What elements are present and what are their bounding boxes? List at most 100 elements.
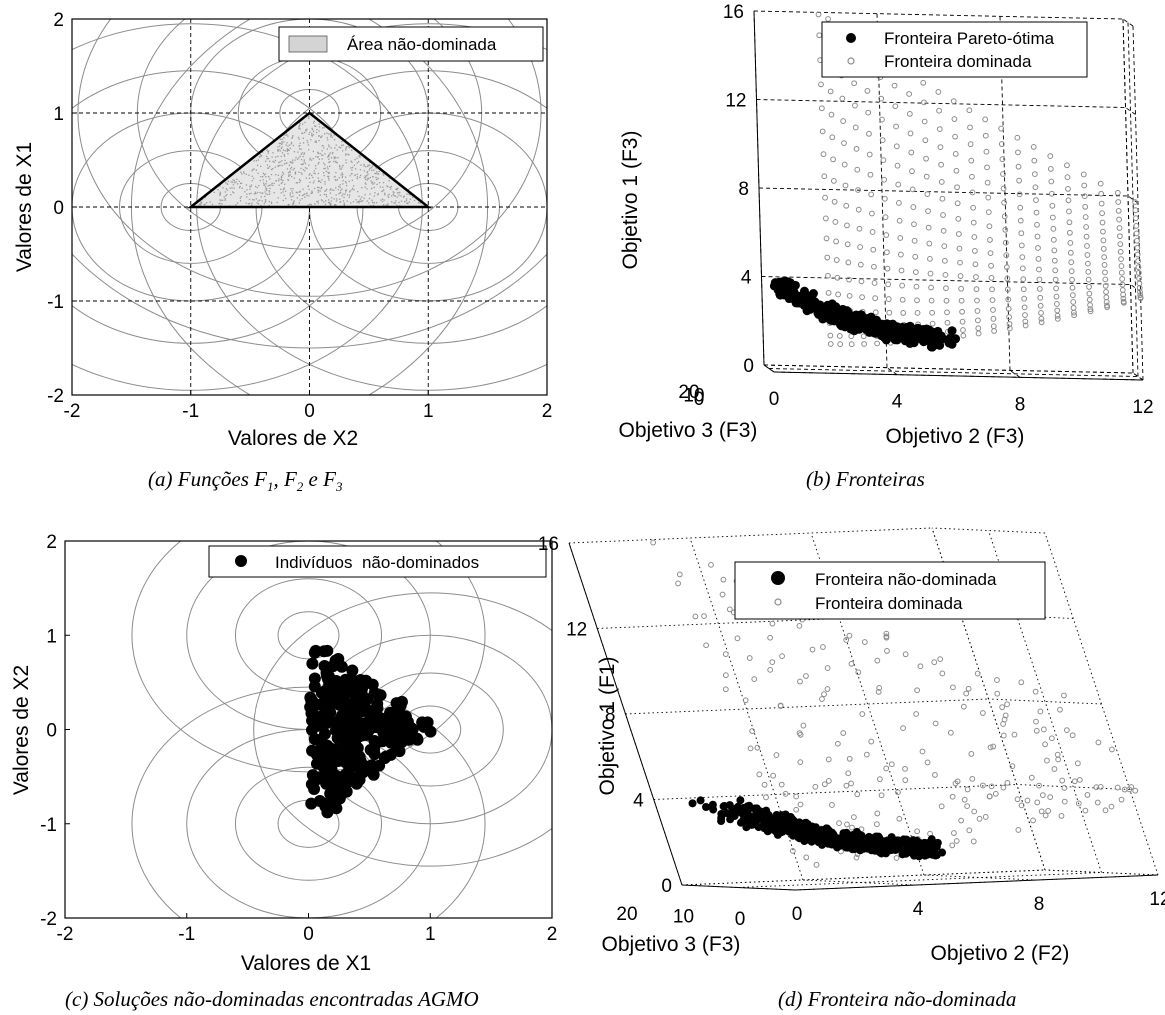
area-stipple-dot	[289, 170, 291, 172]
dominated-front-point	[929, 309, 936, 316]
x-tick-label: 1	[423, 401, 434, 422]
dominated-front-point	[950, 684, 956, 691]
area-stipple-dot	[302, 123, 304, 125]
area-stipple-dot	[326, 132, 328, 134]
non-dominated-individual-point	[417, 720, 430, 733]
non-dominated-individual-point	[374, 689, 387, 702]
area-stipple-dot	[330, 136, 332, 138]
dominated-front-point	[949, 793, 956, 800]
area-stipple-dot	[348, 154, 350, 156]
dominated-front-point	[947, 729, 954, 736]
area-stipple-dot	[281, 138, 283, 141]
area-stipple-dot	[291, 159, 294, 161]
dominated-front-point	[966, 107, 973, 114]
x-tick-label: 12	[1149, 889, 1165, 910]
area-stipple-dot	[301, 194, 304, 197]
dominated-front-point	[1052, 276, 1059, 283]
area-stipple-dot	[267, 152, 269, 154]
pareto-front-point	[810, 297, 820, 307]
area-stipple-dot	[298, 127, 300, 130]
panel-a-legend-swatch	[288, 35, 328, 53]
pareto-front-point	[737, 808, 746, 817]
area-stipple-dot	[330, 203, 332, 205]
grid-line-back	[761, 276, 1131, 285]
area-stipple-dot	[361, 187, 363, 189]
panel-b-legend-box	[821, 21, 1088, 78]
panel-c-legend: Indivíduos não-dominados	[208, 545, 547, 578]
area-stipple-dot	[267, 175, 270, 178]
pareto-front-point	[769, 281, 779, 291]
area-stipple-dot	[314, 172, 316, 175]
dominated-front-point	[971, 248, 978, 254]
area-stipple-dot	[303, 153, 305, 155]
dominated-front-point	[990, 307, 996, 313]
panel-a-legend-label: Área não-dominada	[347, 35, 497, 54]
axis-x	[773, 371, 1144, 381]
pareto-front-point	[776, 813, 785, 822]
dominated-front-point	[913, 711, 920, 717]
area-stipple-dot	[383, 204, 385, 206]
pareto-front-point	[799, 827, 808, 836]
dominated-front-point	[1000, 171, 1006, 177]
area-stipple-dot	[325, 170, 327, 173]
area-stipple-dot	[279, 138, 282, 140]
area-stipple-dot	[217, 188, 219, 191]
y-tick-label: 1	[53, 104, 64, 125]
area-stipple-dot	[374, 192, 376, 194]
pareto-front-point	[810, 831, 819, 840]
area-stipple-dot	[317, 189, 319, 192]
area-stipple-dot	[279, 161, 281, 163]
dominated-front-point	[968, 751, 975, 757]
pareto-front-point	[722, 808, 731, 817]
area-stipple-dot	[292, 201, 295, 203]
area-stipple-dot	[223, 196, 225, 198]
area-stipple-dot	[341, 166, 343, 168]
caption-d: (d) Fronteira não-dominada	[778, 987, 1017, 1011]
area-stipple-dot	[350, 160, 352, 162]
area-stipple-dot	[323, 201, 325, 203]
area-stipple-dot	[349, 194, 351, 196]
area-stipple-dot	[283, 137, 285, 139]
dominated-front-point	[821, 691, 827, 698]
x-tick-label: -1	[178, 924, 195, 945]
area-stipple-dot	[391, 195, 393, 197]
dominated-front-point	[913, 283, 920, 290]
dominated-front-point	[846, 755, 853, 762]
area-stipple-dot	[281, 143, 283, 145]
area-stipple-dot	[312, 122, 315, 124]
area-stipple-dot	[322, 154, 324, 157]
area-stipple-dot	[381, 190, 383, 193]
area-stipple-dot	[339, 147, 342, 149]
area-stipple-dot	[280, 188, 282, 191]
area-stipple-dot	[324, 190, 326, 192]
dominated-front-point	[756, 771, 763, 778]
dominated-front-point	[982, 116, 989, 123]
area-stipple-dot	[373, 202, 375, 204]
dominated-front-point	[1066, 229, 1073, 236]
dominated-front-point	[1084, 260, 1091, 267]
area-stipple-dot	[314, 165, 317, 167]
area-stipple-dot	[318, 135, 320, 137]
dominated-front-point	[1020, 276, 1027, 283]
area-stipple-dot	[235, 181, 237, 183]
dominated-front-point	[831, 198, 838, 205]
non-dominated-individual-point	[411, 733, 424, 746]
area-stipple-dot	[288, 164, 291, 166]
area-stipple-dot	[387, 196, 390, 198]
area-stipple-dot	[255, 159, 258, 162]
dominated-front-point	[868, 738, 875, 745]
pareto-front-point	[736, 796, 745, 805]
area-stipple-dot	[283, 141, 285, 143]
dominated-front-point	[820, 644, 826, 650]
dominated-front-point	[926, 240, 933, 247]
pareto-front-point	[923, 850, 932, 859]
area-stipple-dot	[358, 200, 361, 202]
area-stipple-dot	[325, 193, 327, 196]
area-stipple-dot	[324, 153, 326, 155]
dominated-front-point	[991, 328, 997, 334]
area-stipple-dot	[374, 172, 376, 175]
pareto-front-point	[743, 812, 752, 821]
area-stipple-dot	[219, 202, 221, 204]
